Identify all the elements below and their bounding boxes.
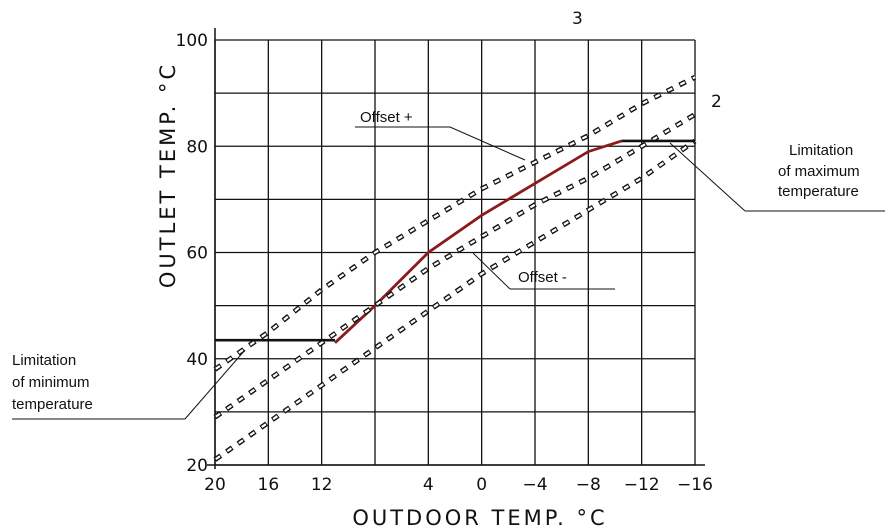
x-tick-label: −4	[522, 475, 547, 495]
dashed-curve-outline	[213, 74, 697, 372]
y-tick-label: 40	[186, 350, 208, 370]
x-tick-label: 20	[204, 475, 226, 495]
x-tick-label: −16	[677, 475, 713, 495]
grid	[207, 28, 705, 469]
max-limit-label-2: of maximum	[778, 163, 860, 180]
offset-plus-pointer	[449, 126, 526, 161]
x-axis-title: OUTDOOR TEMP. °C	[352, 506, 607, 530]
x-tick-label: 0	[476, 475, 487, 495]
y-tick-label: 60	[186, 244, 208, 264]
max-limit-leader	[669, 142, 746, 212]
max-limit-label-1: Limitation	[789, 142, 853, 159]
curve-label-3: 3	[572, 9, 583, 29]
y-tick-label: 100	[176, 31, 208, 51]
y-axis-title: OUTLET TEMP. °C	[156, 62, 180, 288]
dashed-curve-inner	[214, 139, 696, 461]
y-tick-label: 20	[186, 456, 208, 476]
min-limit-label-2: of minimum	[12, 374, 90, 391]
limit-lines	[215, 139, 695, 342]
x-tick-label: 4	[423, 475, 434, 495]
dashed-curve-inner	[214, 113, 696, 419]
curve-label-2: 2	[711, 92, 722, 112]
offset-minus-label: Offset -	[518, 269, 567, 286]
dashed-curve-outline	[213, 112, 697, 420]
x-tick-label: 12	[311, 475, 333, 495]
x-tick-label: −12	[624, 475, 660, 495]
heating-curve-line	[334, 139, 623, 344]
min-limit-label-1: Limitation	[12, 352, 76, 369]
dashed-curve-inner	[214, 76, 696, 371]
offset-minus-pointer	[472, 252, 511, 290]
min-limit-label-3: temperature	[12, 396, 93, 413]
x-tick-label: 16	[258, 475, 280, 495]
y-tick-label: 80	[186, 137, 208, 157]
x-tick-label: −8	[576, 475, 601, 495]
min-limit-leader	[184, 349, 246, 420]
max-limit-label-3: temperature	[778, 183, 859, 200]
offset-plus-label: Offset +	[360, 109, 413, 126]
curves	[213, 74, 697, 462]
